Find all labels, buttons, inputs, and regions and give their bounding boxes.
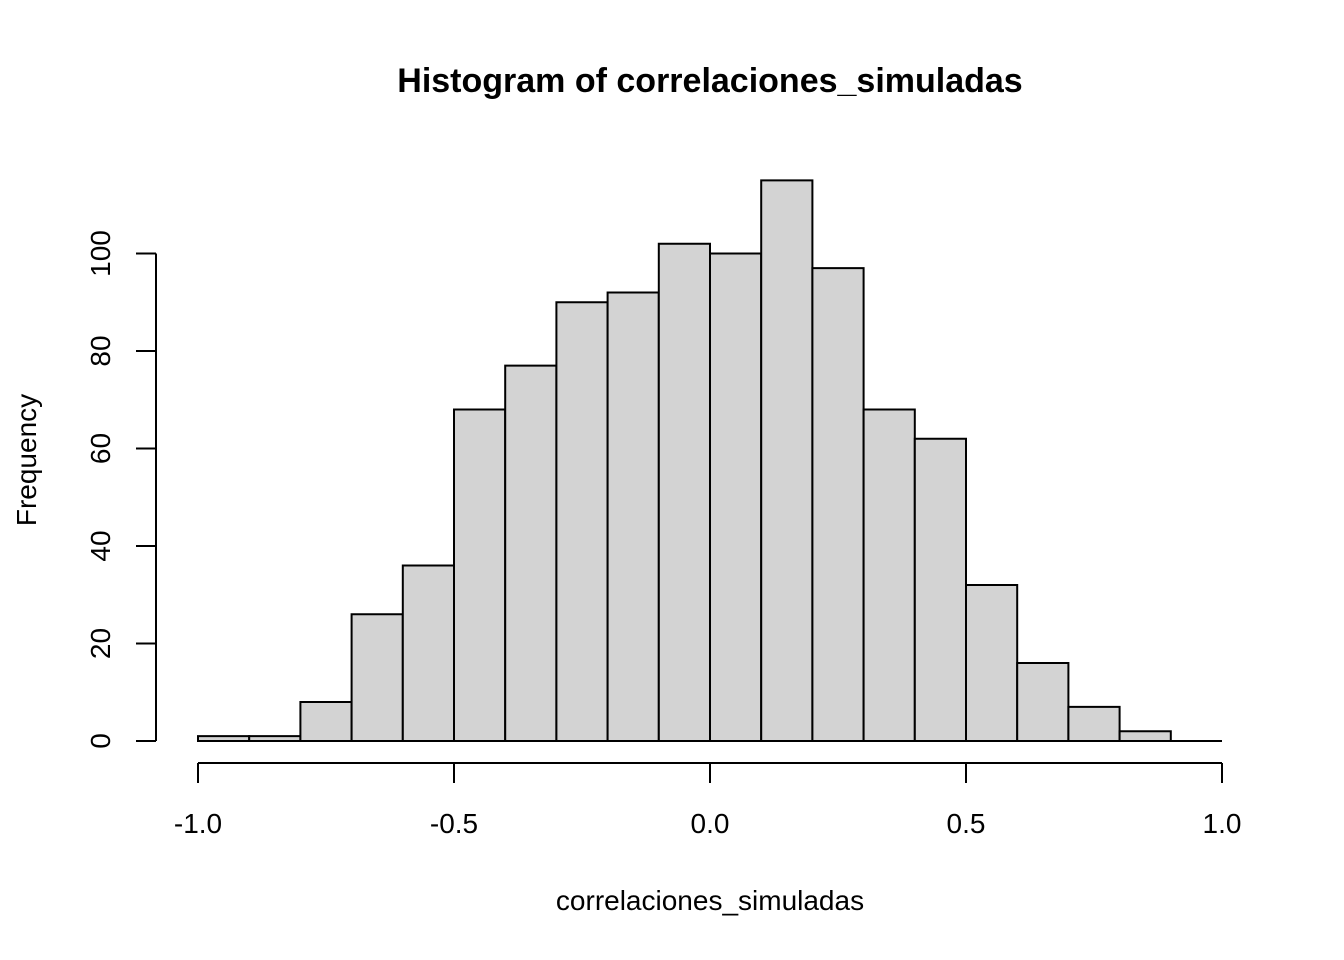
histogram-bar-17	[1067, 705, 1121, 742]
histogram-bar-7	[555, 301, 609, 742]
x-tick-label-0: -1.0	[174, 808, 222, 839]
histogram-bar-16	[1016, 662, 1070, 742]
histogram-bar-12	[811, 267, 865, 742]
histogram-bar-6	[504, 364, 558, 742]
histogram-bar-5	[453, 408, 507, 742]
histogram-bar-15	[965, 584, 1019, 742]
x-tick-label-4: 1.0	[1203, 808, 1242, 839]
x-tick-label-3: 0.5	[947, 808, 986, 839]
histogram-bar-4	[401, 564, 455, 742]
x-axis: -1.0 -0.5 0.0 0.5 1.0	[174, 762, 1242, 839]
histogram-bar-11	[760, 179, 814, 742]
histogram-bar-18	[1118, 730, 1172, 742]
histogram-bar-2	[299, 701, 353, 742]
y-tick-label-5: 100	[85, 230, 116, 277]
y-tick-label-3: 60	[85, 433, 116, 464]
y-tick-label-4: 80	[85, 335, 116, 366]
y-tick-label-2: 40	[85, 530, 116, 561]
x-tick-label-1: -0.5	[430, 808, 478, 839]
y-tick-label-1: 20	[85, 628, 116, 659]
histogram-bar-8	[606, 291, 660, 742]
histogram-bar-9	[657, 242, 711, 742]
histogram-bar-10	[709, 252, 763, 742]
y-axis-label: Frequency	[11, 394, 42, 526]
x-axis-label: correlaciones_simuladas	[556, 885, 864, 916]
histogram-bar-13	[862, 408, 916, 742]
histogram-bar-14	[913, 437, 967, 742]
y-axis: 0 20 40 60 80 100	[85, 230, 157, 749]
histogram-bar-3	[350, 613, 404, 742]
bars-group	[197, 179, 1222, 742]
chart-title: Histogram of correlaciones_simuladas	[397, 62, 1022, 100]
y-tick-label-0: 0	[85, 733, 116, 749]
x-tick-label-2: 0.0	[691, 808, 730, 839]
